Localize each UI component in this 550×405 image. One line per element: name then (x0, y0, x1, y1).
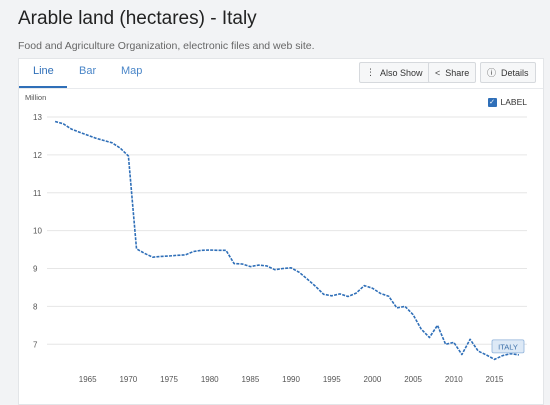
y-tick-label: 11 (33, 189, 42, 198)
active-tab-indicator (19, 86, 67, 88)
x-tick-label: 1980 (201, 375, 219, 384)
tab-bar[interactable]: Bar (79, 65, 97, 77)
label-toggle-text: LABEL (500, 97, 527, 107)
also-show-label: Also Show (380, 67, 423, 78)
x-tick-label: 2000 (364, 375, 382, 384)
series-end-label: ITALY (498, 342, 518, 351)
tab-line[interactable]: Line (33, 65, 54, 77)
page-title: Arable land (hectares) - Italy (18, 8, 257, 29)
x-tick-label: 1975 (160, 375, 178, 384)
x-tick-label: 2010 (445, 375, 463, 384)
y-tick-label: 10 (33, 227, 42, 236)
series-end-label-box (491, 339, 525, 354)
tab-map[interactable]: Map (121, 65, 143, 77)
series-line-italy (54, 120, 520, 361)
info-icon: ⓘ (487, 68, 497, 78)
y-tick-label: 9 (33, 265, 38, 274)
y-tick-label: 13 (33, 113, 42, 122)
y-tick-label: 8 (33, 302, 38, 311)
chart-card: Line Bar Map ⋮ Also Show < Share ⓘ Detai… (18, 58, 544, 405)
line-chart: Million 7 8 9 10 11 12 13 1965 1970 1975 1980 1985 19… (25, 93, 527, 384)
label-toggle[interactable]: ✓ LABEL (487, 97, 527, 107)
x-tick-label: 1965 (79, 375, 97, 384)
also-show-button[interactable]: ⋮ Also Show (359, 62, 430, 83)
checkbox-checked-icon: ✓ (487, 97, 497, 107)
x-tick-label: 1970 (119, 375, 137, 384)
more-vertical-icon: ⋮ (366, 67, 375, 77)
x-tick-label: 2005 (404, 375, 422, 384)
share-label: Share (445, 67, 470, 78)
chart-tabs: Line Bar Map ⋮ Also Show < Share ⓘ Detai… (19, 59, 543, 89)
y-tick-label: 12 (33, 151, 42, 160)
source-note: Food and Agriculture Organization, elect… (18, 40, 315, 52)
x-tick-label: 1985 (241, 375, 259, 384)
x-tick-label: 2015 (486, 375, 504, 384)
y-axis-unit-label: Million (25, 93, 46, 102)
tabs-divider (19, 88, 543, 89)
details-label: Details (501, 67, 529, 78)
y-tick-label: 7 (33, 340, 38, 349)
x-tick-label: 1990 (282, 375, 300, 384)
share-button[interactable]: < Share (428, 62, 477, 83)
share-icon: < (435, 67, 441, 78)
details-button[interactable]: ⓘ Details (480, 62, 536, 83)
x-tick-label: 1995 (323, 375, 341, 384)
